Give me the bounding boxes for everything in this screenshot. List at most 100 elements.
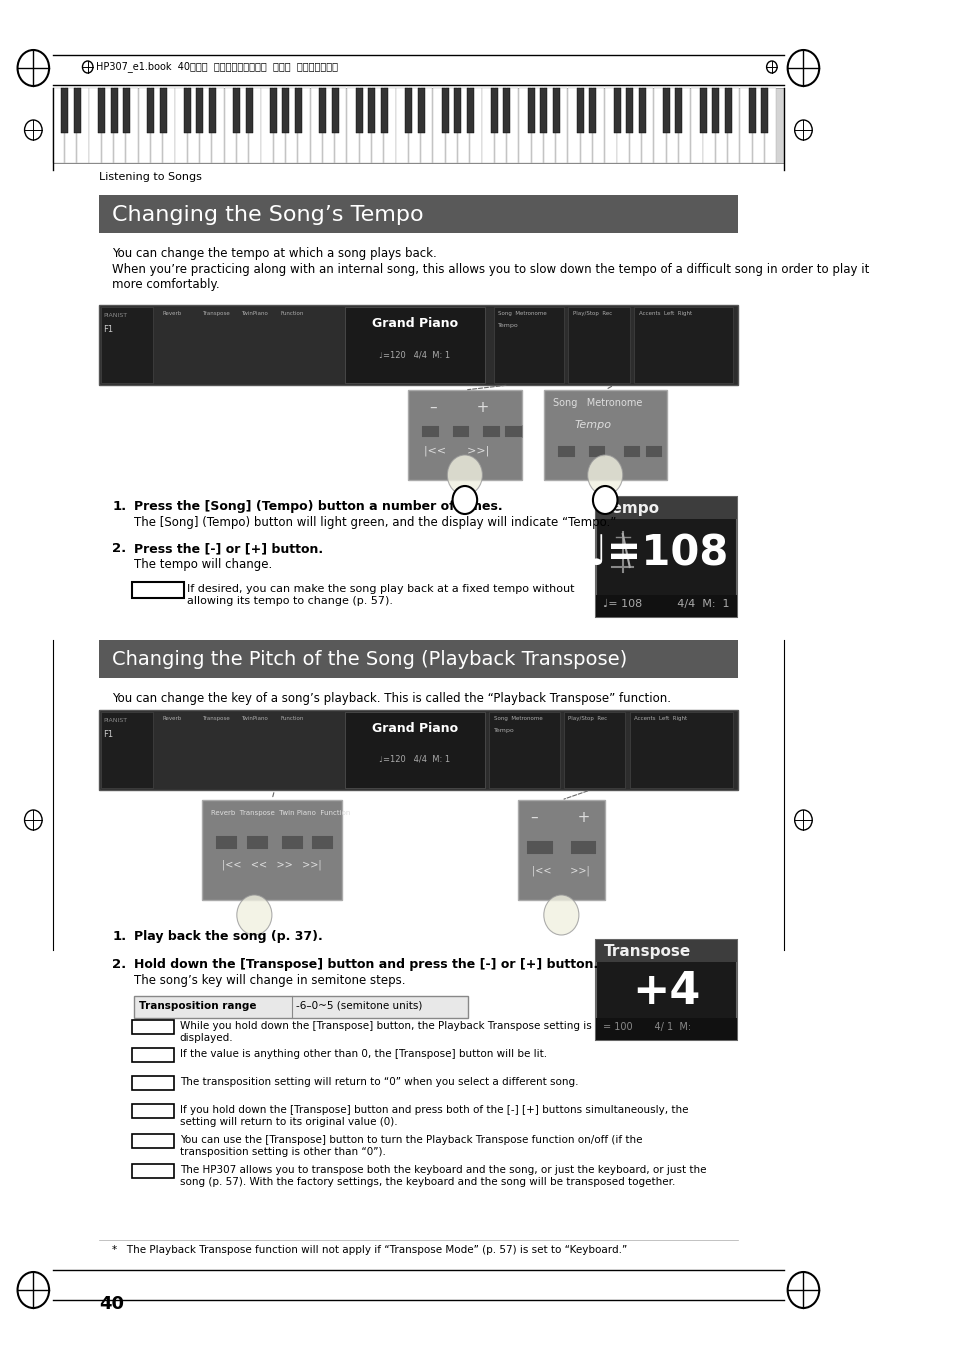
Text: MEMO: MEMO	[138, 1167, 167, 1175]
Text: PIANIST: PIANIST	[103, 717, 128, 723]
Bar	[245, 88, 253, 132]
Bar	[282, 88, 289, 132]
Bar	[587, 444, 604, 457]
Text: –        +: – +	[430, 400, 489, 415]
Bar	[662, 88, 669, 132]
Bar	[344, 712, 484, 788]
Circle shape	[447, 455, 482, 494]
Text: 1.: 1.	[112, 929, 127, 943]
Bar	[405, 88, 412, 132]
Bar	[563, 712, 625, 788]
Text: ♩=108: ♩=108	[586, 532, 728, 574]
Text: The song’s key will change in semitone steps.: The song’s key will change in semitone s…	[134, 974, 405, 988]
Bar	[163, 88, 174, 163]
Bar	[556, 88, 567, 163]
Bar	[596, 940, 736, 962]
Text: MEMO: MEMO	[138, 1138, 167, 1146]
Text: Tempo: Tempo	[574, 420, 611, 430]
Bar	[552, 88, 559, 132]
Bar	[629, 712, 733, 788]
Bar	[99, 711, 737, 790]
Bar	[451, 426, 469, 436]
Bar	[495, 88, 506, 163]
Text: Hold down the [Transpose] button and press the [-] or [+] button.: Hold down the [Transpose] button and pre…	[134, 958, 598, 971]
Bar	[764, 88, 776, 163]
Bar	[344, 307, 484, 382]
Bar	[311, 835, 333, 848]
Bar	[322, 88, 334, 163]
Text: The [Song] (Tempo) button will light green, and the display will indicate “Tempo: The [Song] (Tempo) button will light gre…	[134, 516, 616, 530]
Text: Grand Piano: Grand Piano	[372, 721, 457, 735]
Bar	[675, 88, 681, 132]
Text: The transposition setting will return to “0” when you select a different song.: The transposition setting will return to…	[179, 1077, 578, 1088]
Bar	[543, 88, 555, 163]
Text: 1: 1	[599, 493, 610, 507]
Bar	[188, 88, 199, 163]
Bar	[184, 88, 191, 132]
Text: You can change the key of a song’s playback. This is called the “Playback Transp: You can change the key of a song’s playb…	[112, 692, 671, 705]
Bar	[531, 88, 542, 163]
Bar	[212, 88, 223, 163]
Bar	[638, 88, 645, 132]
Text: You can change the tempo at which a song plays back.: You can change the tempo at which a song…	[112, 247, 436, 259]
Bar	[568, 88, 579, 163]
Bar	[577, 88, 583, 132]
Bar	[702, 88, 714, 163]
Text: TwinPiano: TwinPiano	[241, 311, 268, 316]
Bar	[634, 307, 733, 382]
Bar	[132, 1133, 173, 1148]
Text: Transposition range: Transposition range	[138, 1001, 255, 1011]
Bar	[622, 444, 639, 457]
Bar	[748, 88, 756, 132]
Bar	[700, 88, 706, 132]
Bar	[625, 88, 633, 132]
Text: If desired, you can make the song play back at a fixed tempo without
allowing it: If desired, you can make the song play b…	[187, 584, 574, 605]
Text: Song   Metronome: Song Metronome	[552, 399, 641, 408]
Bar	[335, 88, 346, 163]
Bar	[596, 497, 736, 519]
Text: If you hold down the [Transpose] button and press both of the [-] [+] buttons si: If you hold down the [Transpose] button …	[179, 1105, 687, 1127]
Bar	[654, 88, 665, 163]
Text: Tempo: Tempo	[603, 501, 659, 516]
Bar	[580, 88, 592, 163]
Bar	[543, 390, 666, 480]
Bar	[245, 835, 267, 848]
Bar	[752, 88, 763, 163]
Bar	[629, 88, 640, 163]
Text: Tempo: Tempo	[494, 728, 514, 734]
Bar	[433, 88, 444, 163]
Text: Accents  Left  Right: Accents Left Right	[634, 716, 686, 721]
Text: Reverb: Reverb	[162, 311, 181, 316]
Text: +4: +4	[632, 970, 700, 1013]
Bar	[355, 88, 363, 132]
Bar	[482, 426, 499, 436]
Bar	[332, 88, 338, 132]
Bar	[138, 88, 150, 163]
Text: If the value is anything other than 0, the [Transpose] button will be lit.: If the value is anything other than 0, t…	[179, 1048, 546, 1059]
Text: *   The Playback Transpose function will not apply if “Transpose Mode” (p. 57) i: * The Playback Transpose function will n…	[112, 1246, 627, 1255]
Bar	[470, 88, 481, 163]
Text: Song  Metronome: Song Metronome	[497, 311, 546, 316]
Bar	[214, 835, 236, 848]
Bar	[491, 88, 497, 132]
Bar	[518, 88, 530, 163]
Text: Changing the Song’s Tempo: Changing the Song’s Tempo	[112, 205, 423, 226]
Bar	[372, 88, 383, 163]
Text: |<<      >>|: |<< >>|	[532, 865, 590, 875]
Bar	[504, 426, 521, 436]
Bar	[489, 712, 559, 788]
Text: TwinPiano: TwinPiano	[241, 716, 268, 721]
Bar	[132, 582, 184, 598]
Text: 2.: 2.	[112, 958, 127, 971]
Bar	[644, 444, 661, 457]
Bar	[417, 88, 424, 132]
Bar	[712, 88, 719, 132]
Bar	[298, 88, 310, 163]
Text: -6–0~5 (semitone units): -6–0~5 (semitone units)	[296, 1001, 422, 1011]
Bar	[111, 88, 117, 132]
Bar	[294, 88, 301, 132]
Text: ♩= 108          4/4  M:  1: ♩= 108 4/4 M: 1	[603, 598, 729, 609]
Bar	[539, 88, 547, 132]
Text: Changing the Pitch of the Song (Playback Transpose): Changing the Pitch of the Song (Playback…	[112, 650, 627, 669]
Bar	[466, 88, 473, 132]
